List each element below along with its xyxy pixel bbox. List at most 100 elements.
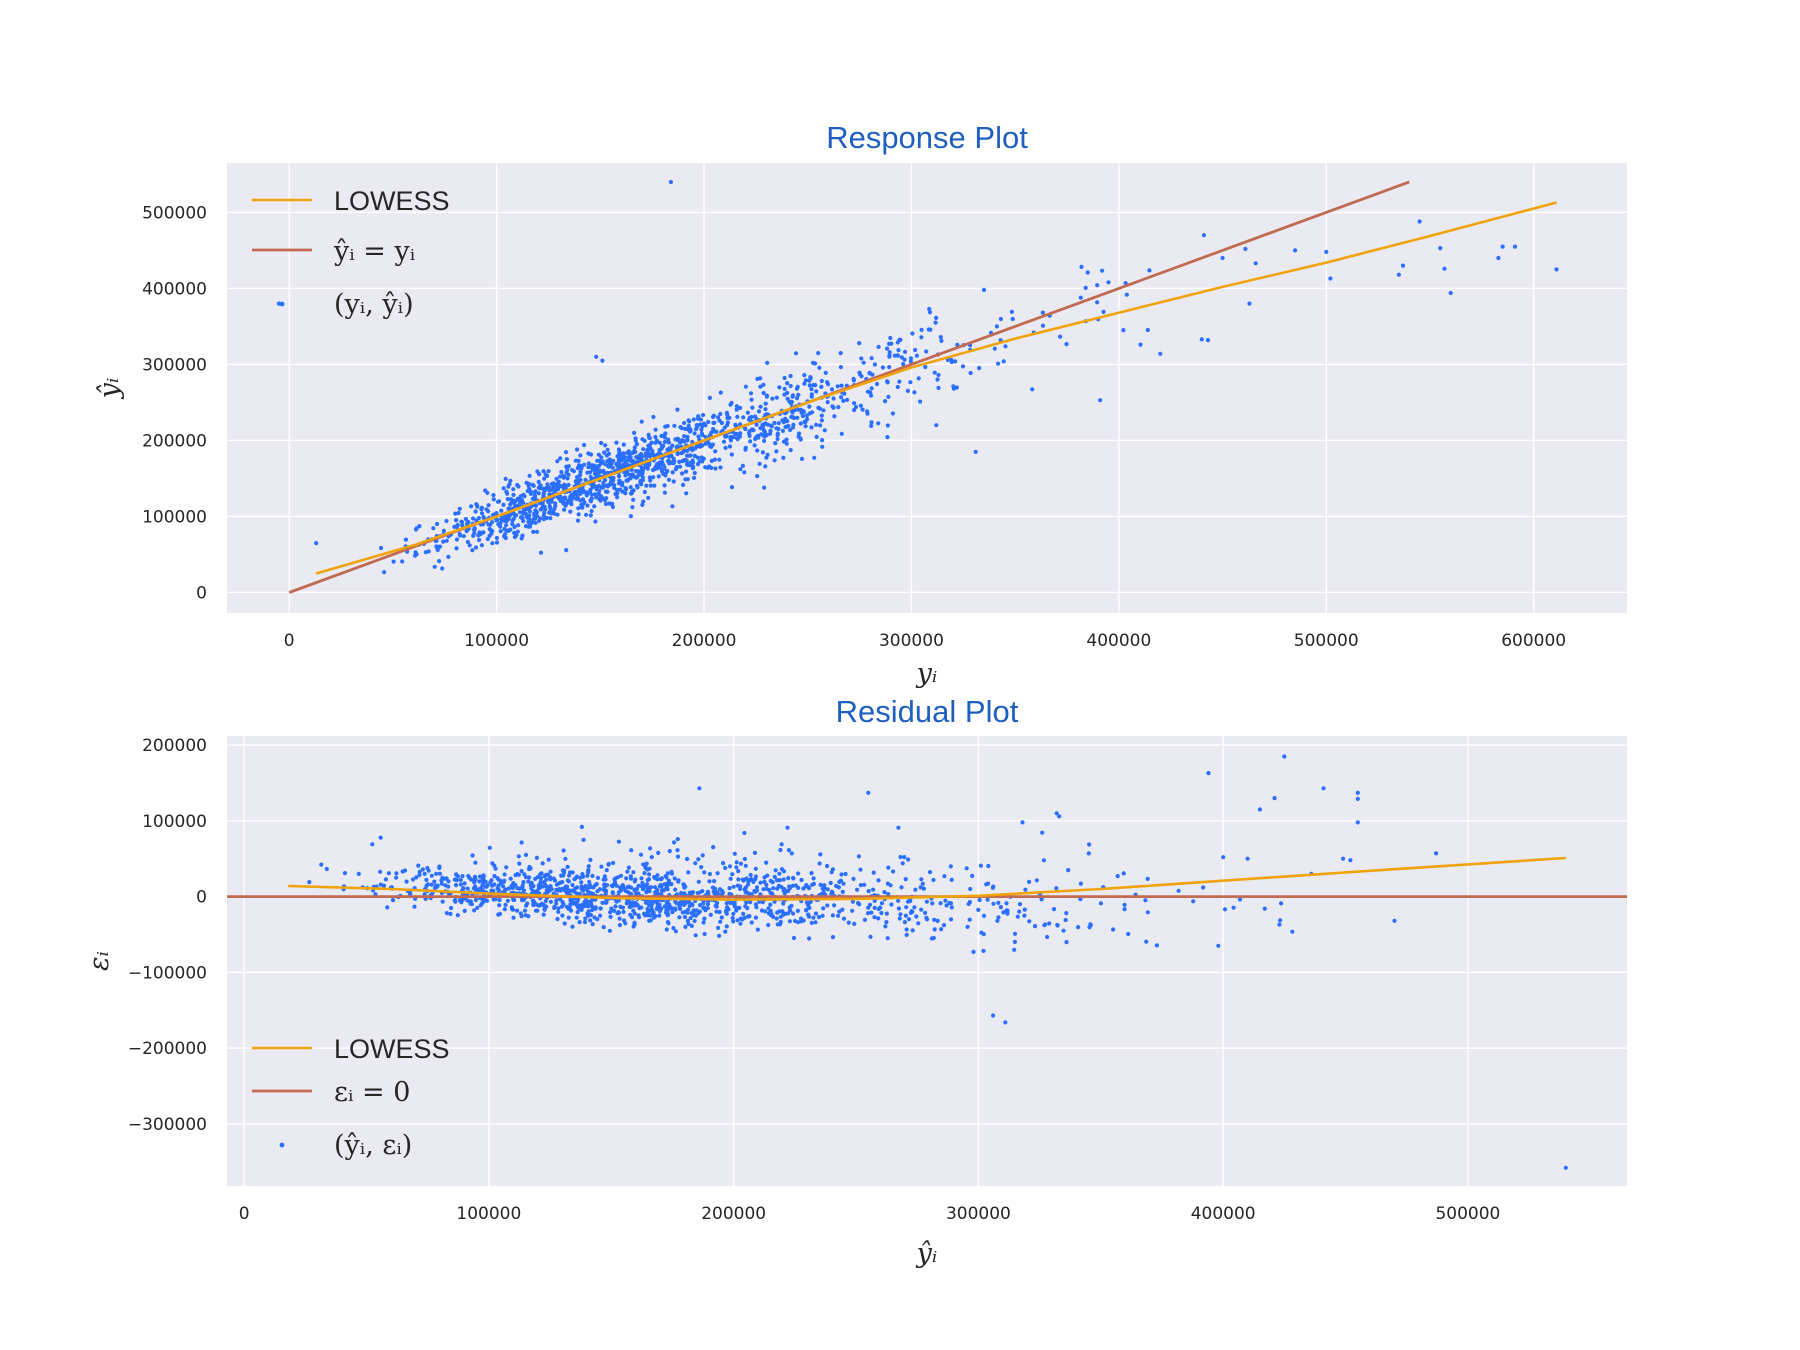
data-point	[506, 484, 511, 489]
data-point	[912, 905, 917, 910]
data-point	[565, 886, 570, 891]
data-point	[749, 920, 754, 925]
data-point	[459, 900, 464, 905]
x-tick-label: 200000	[701, 1204, 766, 1224]
data-point	[378, 835, 383, 840]
data-point	[414, 526, 419, 531]
data-point	[416, 863, 421, 868]
data-point	[734, 404, 740, 409]
data-point	[731, 884, 736, 889]
data-point	[1563, 1165, 1568, 1170]
data-point	[473, 860, 478, 865]
data-point	[845, 397, 850, 402]
data-point	[777, 385, 782, 390]
data-point	[742, 887, 747, 892]
data-point	[628, 475, 633, 481]
data-point	[855, 887, 860, 892]
data-point	[514, 513, 519, 518]
data-point	[810, 360, 816, 365]
data-point	[927, 306, 932, 312]
data-point	[467, 543, 472, 548]
data-point	[510, 907, 516, 912]
data-point	[814, 434, 819, 439]
data-point	[578, 498, 583, 503]
data-point	[586, 864, 591, 869]
data-point	[487, 527, 492, 532]
data-point	[809, 425, 814, 430]
data-point	[710, 414, 716, 420]
data-point	[825, 903, 830, 908]
data-point	[508, 478, 513, 483]
data-point	[1262, 906, 1267, 911]
data-point	[554, 901, 559, 906]
data-point	[680, 910, 685, 915]
data-point	[763, 909, 768, 914]
data-point	[713, 449, 718, 454]
data-point	[378, 545, 384, 551]
residual-legend: LOWESS εᵢ = 0 (ŷᵢ, εᵢ)	[252, 1034, 450, 1161]
data-point	[712, 420, 717, 425]
data-point	[437, 871, 442, 876]
data-point	[869, 386, 874, 391]
data-point	[572, 877, 577, 882]
data-point	[762, 879, 767, 885]
data-point	[921, 886, 927, 891]
data-point	[628, 876, 634, 881]
data-point	[818, 882, 823, 888]
data-point	[508, 513, 513, 518]
data-point	[528, 883, 533, 888]
data-point	[853, 404, 859, 410]
data-point	[804, 413, 810, 418]
data-point	[394, 871, 399, 876]
data-point	[782, 386, 787, 391]
data-point	[698, 903, 703, 908]
data-point	[749, 414, 754, 420]
data-point	[444, 911, 449, 916]
data-point	[664, 927, 669, 932]
data-point	[681, 482, 686, 487]
data-point	[417, 869, 422, 874]
data-point	[432, 879, 437, 884]
data-point	[918, 399, 923, 404]
data-point	[537, 903, 542, 908]
data-point	[319, 862, 324, 867]
data-point	[600, 358, 605, 363]
data-point	[842, 391, 847, 396]
data-point	[640, 502, 645, 507]
data-point	[649, 440, 654, 445]
data-point	[559, 886, 565, 892]
data-point	[440, 899, 445, 904]
data-point	[697, 890, 703, 895]
data-point	[623, 473, 628, 478]
data-point	[896, 906, 902, 911]
data-point	[382, 570, 387, 575]
data-point	[619, 888, 624, 893]
data-point	[485, 536, 490, 542]
data-point	[645, 906, 650, 912]
data-point	[1087, 842, 1092, 847]
data-point	[939, 927, 944, 932]
data-point	[898, 337, 903, 342]
data-point	[908, 380, 913, 385]
data-point	[838, 878, 844, 883]
data-point	[932, 917, 937, 922]
data-point	[741, 911, 746, 917]
data-point	[768, 878, 773, 884]
data-point	[588, 474, 593, 479]
data-point	[1554, 267, 1559, 272]
residual-y-axis-label: εᵢ	[84, 951, 115, 971]
data-point	[721, 861, 726, 866]
data-point	[496, 887, 501, 893]
data-point	[531, 902, 536, 907]
data-point	[906, 917, 912, 922]
data-point	[678, 464, 683, 469]
data-point	[919, 327, 924, 332]
data-point	[822, 428, 827, 433]
data-point	[490, 541, 495, 546]
data-point	[841, 916, 847, 921]
data-point	[693, 446, 698, 451]
data-point	[554, 898, 559, 903]
data-point	[559, 469, 564, 475]
data-point	[809, 387, 814, 392]
data-point	[714, 904, 719, 909]
